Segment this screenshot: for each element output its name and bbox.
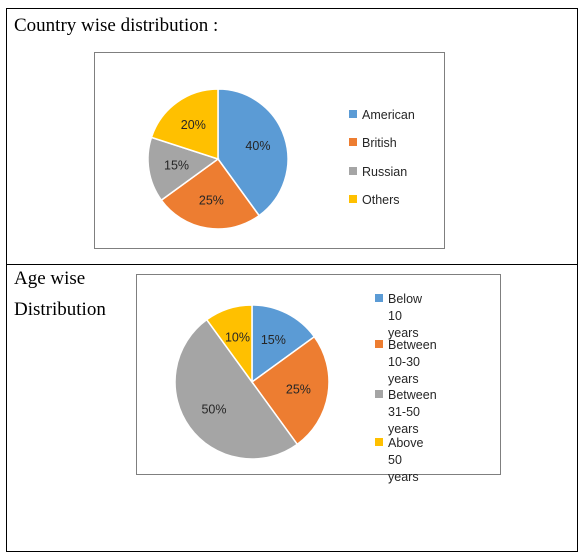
- age-legend-item: Between 10-30 years: [375, 337, 437, 388]
- country-slice-label: 15%: [164, 159, 189, 173]
- age-legend-swatch: [375, 390, 383, 398]
- country-legend-label: Others: [362, 193, 400, 207]
- country-chart-frame: 40% 25% 15% 20% American British Russian Other…: [94, 52, 445, 249]
- age-slice-between-10-30-years: [250, 335, 330, 446]
- country-slice-label: 20%: [181, 118, 206, 132]
- age-section-title-line2: Distribution: [14, 299, 106, 320]
- country-legend-swatch: [349, 167, 357, 175]
- age-distribution-section: Age wise Distribution 15% 25% 50% 10% Below…: [6, 264, 578, 552]
- country-legend-swatch: [349, 195, 357, 203]
- age-pie-chart: 15% 25% 50% 10%: [174, 304, 330, 460]
- country-slice-others: [150, 88, 219, 161]
- age-legend-swatch: [375, 438, 383, 446]
- country-legend-label: Russian: [362, 165, 408, 179]
- age-legend-label: Below 10 years: [388, 292, 423, 340]
- age-slice-above-50-years: [205, 304, 253, 385]
- country-legend-swatch: [349, 138, 357, 146]
- age-legend-item: Above 50 years: [375, 435, 423, 486]
- age-chart-frame: 15% 25% 50% 10% Below 10 years Between 10-30…: [136, 274, 501, 484]
- age-legend-swatch: [375, 294, 383, 302]
- age-slice-label: 10%: [225, 330, 250, 344]
- age-legend-label: Between 31-50 years: [388, 388, 437, 436]
- age-legend-item: Below 10 years: [375, 291, 422, 342]
- country-slice-american: [217, 88, 289, 217]
- age-legend-item: Between 31-50 years: [375, 387, 437, 438]
- country-legend-item: American: [349, 107, 415, 124]
- age-legend-label: Between 10-30 years: [388, 338, 437, 386]
- country-slice-label: 25%: [199, 193, 224, 207]
- age-slice-label: 50%: [201, 403, 226, 417]
- country-legend-label: British: [362, 136, 397, 150]
- country-legend-label: American: [362, 108, 415, 122]
- country-section-title: Country wise distribution :: [14, 15, 219, 36]
- age-slice-label: 25%: [286, 382, 311, 396]
- country-legend-item: Russian: [349, 164, 407, 181]
- age-legend-swatch: [375, 340, 383, 348]
- age-section-title-line1: Age wise: [14, 268, 86, 289]
- country-slice-british: [160, 157, 261, 230]
- country-distribution-section: Country wise distribution : 40% 25% 15% 20%…: [6, 8, 578, 265]
- country-slice-label: 40%: [245, 139, 270, 153]
- country-legend-item: British: [349, 135, 397, 152]
- age-slice-below-10-years: [251, 304, 316, 384]
- country-legend-swatch: [349, 110, 357, 118]
- country-legend-item: Others: [349, 192, 400, 209]
- country-slice-russian: [147, 136, 220, 202]
- age-legend-label: Above 50 years: [388, 436, 424, 484]
- age-slice-between-31-50-years: [174, 318, 299, 460]
- age-slice-label: 15%: [261, 333, 286, 347]
- country-pie-chart: 40% 25% 15% 20%: [147, 88, 289, 230]
